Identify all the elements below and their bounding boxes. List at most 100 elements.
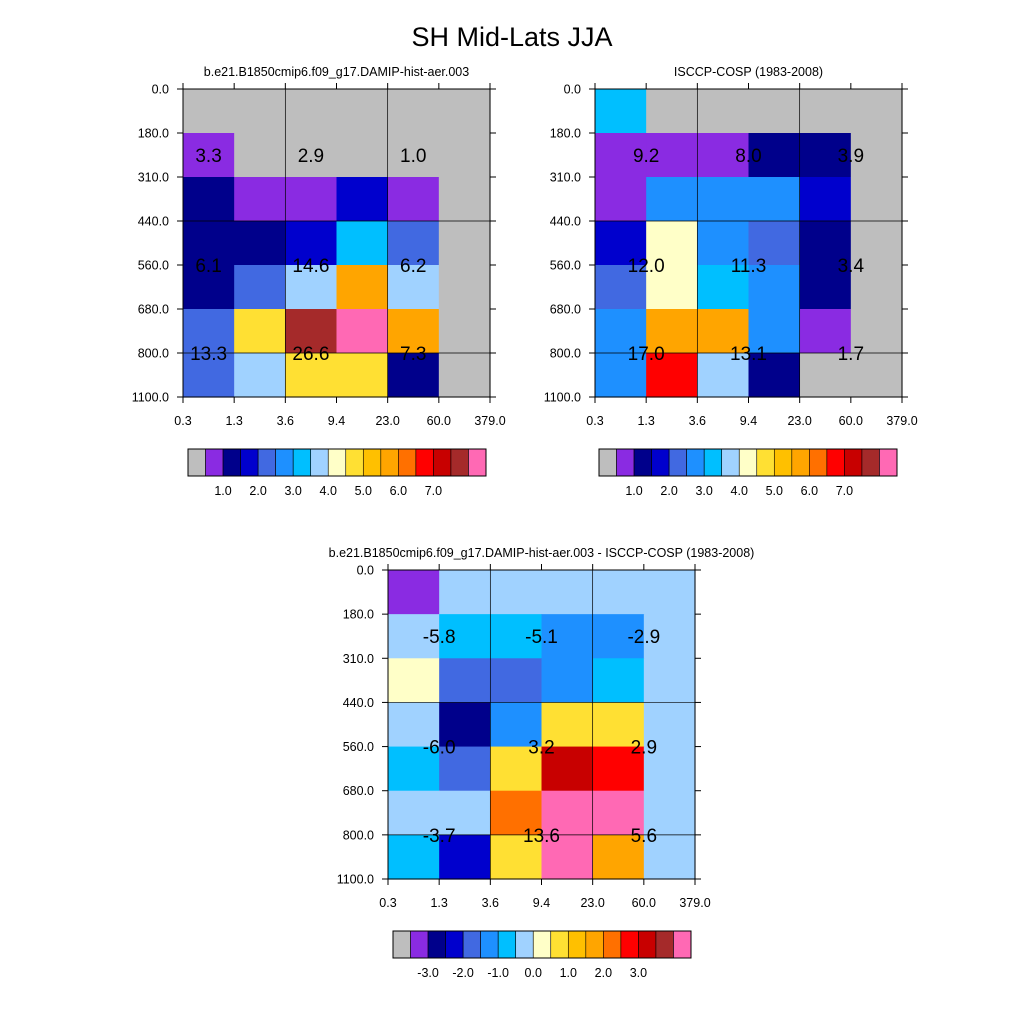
- y-tick-label: 310.0: [138, 171, 169, 185]
- heatmap-cell: [490, 570, 543, 615]
- colorbar-swatch: [686, 448, 705, 477]
- x-tick-label: 3.6: [277, 414, 294, 428]
- cell-value-label: 3.9: [838, 146, 864, 167]
- heatmap-cell: [748, 89, 801, 134]
- heatmap-cell: [697, 133, 750, 178]
- heatmap-cell: [285, 89, 338, 134]
- heatmap-cell: [799, 265, 852, 310]
- x-tick-label: 9.4: [328, 414, 345, 428]
- heatmap-cell: [697, 177, 750, 222]
- colorbar-label: -1.0: [487, 966, 509, 980]
- colorbar-label: 1.0: [625, 484, 642, 498]
- heatmap-cell: [748, 353, 801, 398]
- colorbar-swatch: [515, 930, 534, 959]
- x-tick-label: 9.4: [533, 896, 550, 910]
- cell-value-label: 5.6: [631, 826, 657, 847]
- x-tick-label: 9.4: [740, 414, 757, 428]
- heatmap-cell: [285, 265, 338, 310]
- heatmap-cell: [643, 702, 696, 748]
- heatmap-cell: [646, 133, 698, 178]
- colorbar-swatch: [327, 448, 347, 477]
- colorbar-swatch: [809, 448, 828, 477]
- cell-value-label: -5.1: [525, 627, 558, 648]
- colorbar-swatch: [445, 930, 464, 959]
- cell-value-label: 3.2: [528, 738, 554, 759]
- colorbar-swatch: [240, 448, 259, 477]
- colorbar-swatch: [462, 930, 481, 959]
- heatmap-cell: [183, 353, 235, 398]
- x-tick-label: 60.0: [839, 414, 863, 428]
- y-tick-label: 1100.0: [544, 391, 581, 405]
- y-tick-label: 440.0: [550, 215, 581, 229]
- colorbar-label: 3.0: [630, 966, 647, 980]
- heatmap-cell: [388, 658, 440, 704]
- x-tick-label: 0.3: [379, 896, 396, 910]
- heatmap-cell: [541, 570, 594, 615]
- heatmap-cell: [850, 353, 903, 398]
- colorbar-swatch: [668, 448, 687, 477]
- colorbar-swatch: [398, 448, 417, 477]
- heatmap-cell: [697, 309, 750, 354]
- x-tick-label: 3.6: [689, 414, 706, 428]
- heatmap-cell: [439, 658, 491, 704]
- y-tick-label: 800.0: [343, 828, 374, 842]
- heatmap-cell: [439, 614, 491, 659]
- panel-difference: b.e21.B1850cmip6.f09_g17.DAMIP-hist-aer.…: [329, 546, 755, 980]
- x-tick-label: 0.3: [586, 414, 603, 428]
- heatmap-cell: [643, 834, 696, 880]
- heatmap-cell: [439, 790, 491, 836]
- y-tick-label: 440.0: [343, 696, 374, 710]
- colorbar-swatch: [450, 448, 469, 477]
- heatmap-cell: [697, 89, 750, 134]
- colorbar-frame: [392, 930, 692, 959]
- colorbar-label: -3.0: [417, 966, 439, 980]
- heatmap-cell: [646, 265, 698, 310]
- colorbar-label: 1.0: [214, 484, 231, 498]
- heatmap-cell: [799, 221, 852, 266]
- colorbar-swatch: [633, 448, 652, 477]
- colorbar-swatch: [638, 930, 657, 959]
- y-tick-label: 1100.0: [337, 873, 374, 887]
- heatmap-cell: [438, 133, 491, 178]
- heatmap-cell: [748, 133, 801, 178]
- cell-value-label: 11.3: [731, 256, 767, 277]
- y-tick-label: 0.0: [152, 83, 169, 97]
- cell-value-label: 14.6: [292, 256, 329, 277]
- colorbar-label: 5.0: [355, 484, 372, 498]
- heatmap-cell: [592, 658, 645, 704]
- heatmap-cell: [850, 265, 903, 310]
- panel-subtitle: ISCCP-COSP (1983-2008): [674, 65, 823, 79]
- y-tick-label: 0.0: [357, 564, 374, 578]
- y-tick-label: 180.0: [550, 127, 581, 141]
- heatmap-cell: [490, 658, 543, 704]
- x-tick-label: 3.6: [482, 896, 499, 910]
- heatmap-cell: [643, 658, 696, 704]
- colorbar-label: 7.0: [425, 484, 442, 498]
- heatmap-cell: [490, 746, 543, 792]
- heatmap-cell: [799, 353, 852, 398]
- cell-value-label: 9.2: [633, 146, 659, 167]
- colorbar-label: 0.0: [525, 966, 542, 980]
- heatmap-cell: [183, 133, 235, 178]
- heatmap-cell: [541, 746, 594, 792]
- cell-value-label: 13.3: [190, 344, 227, 365]
- colorbar-frame: [598, 448, 898, 477]
- heatmap-cell: [592, 746, 645, 792]
- heatmap-cell: [336, 265, 389, 310]
- panel-observation: ISCCP-COSP (1983-2008) 0.3 1.3 3.6 9.4 23.0 60…: [544, 65, 918, 498]
- heatmap-cell: [285, 353, 338, 398]
- heatmap-cell: [748, 221, 801, 266]
- heatmap-cell: [183, 265, 235, 310]
- y-tick-label: 560.0: [138, 259, 169, 273]
- cell-value-label: 1.7: [838, 344, 864, 365]
- heatmap-cell: [595, 89, 647, 134]
- colorbar-swatch: [205, 448, 224, 477]
- x-tick-label: 23.0: [787, 414, 811, 428]
- colorbar-swatch: [433, 448, 452, 477]
- colorbar-swatch: [773, 448, 793, 477]
- heatmap-cell: [439, 746, 491, 792]
- heatmap-cell: [643, 746, 696, 792]
- colorbar-label: -2.0: [452, 966, 474, 980]
- heatmap-cell: [387, 133, 440, 178]
- heatmap-cell: [799, 177, 852, 222]
